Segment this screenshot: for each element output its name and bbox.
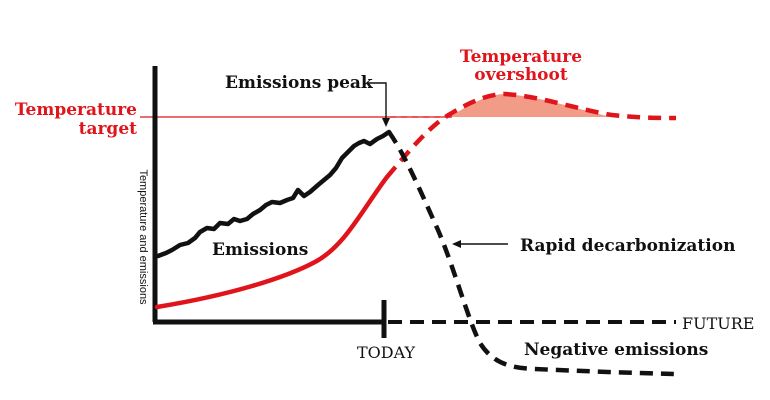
decarbonization-arrowhead xyxy=(452,240,461,248)
emissions-peak-arrowhead xyxy=(382,118,390,127)
temperature-curve xyxy=(154,174,390,310)
future-label: FUTURE xyxy=(682,314,754,333)
y-axis-label: Temperature and emissions xyxy=(137,169,149,305)
rapid-decarbonization-label: Rapid decarbonization xyxy=(520,236,735,256)
overshoot-label-line1: Temperature xyxy=(460,47,582,67)
temperature-target-label-line2: target xyxy=(79,119,138,139)
negative-emissions-label: Negative emissions xyxy=(524,340,708,360)
temperature-target-label-line1: Temperature xyxy=(15,100,137,120)
emissions-curve xyxy=(155,129,392,259)
emissions-peak-arrow xyxy=(368,82,387,120)
overshoot-area xyxy=(450,94,612,117)
temperature-projection xyxy=(385,91,677,179)
emissions-projection xyxy=(387,130,677,377)
today-label: TODAY xyxy=(357,343,416,362)
overshoot-label-line2: overshoot xyxy=(474,65,568,85)
emissions-peak-label: Emissions peak xyxy=(225,73,374,93)
emissions-label: Emissions xyxy=(212,240,308,260)
